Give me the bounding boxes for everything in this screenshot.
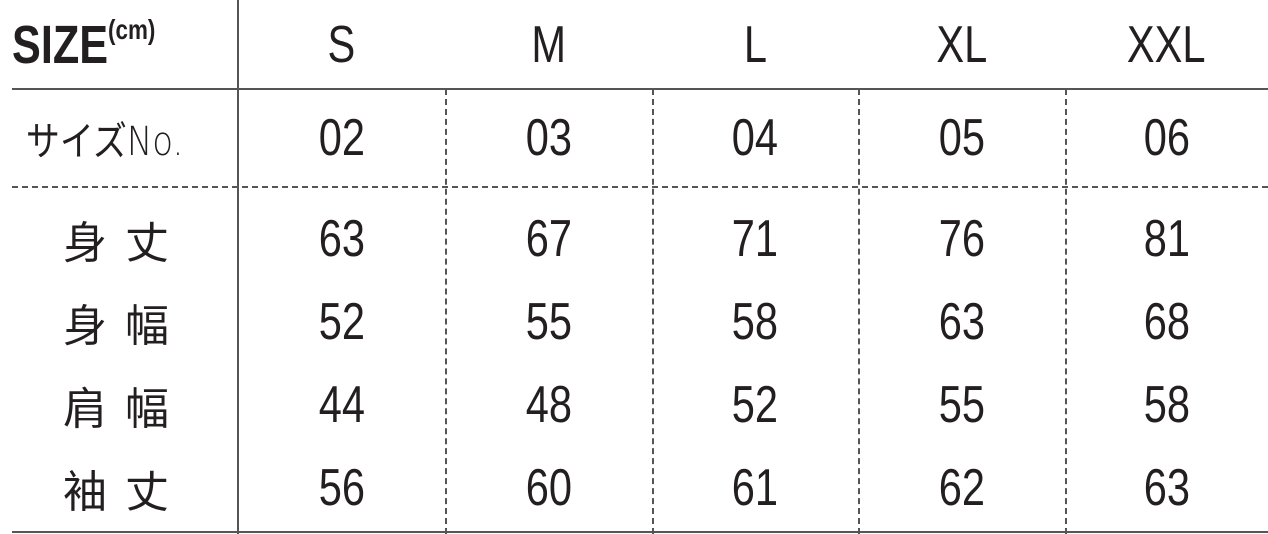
table-cell: 55 (445, 280, 652, 363)
cell-value: 63 (318, 209, 365, 268)
table-cell: 63 (1065, 446, 1268, 529)
table-cell: 63 (858, 280, 1065, 363)
cell-value: 58 (731, 292, 779, 351)
size-header-m: M (445, 0, 652, 89)
size-header-xl: XL (858, 0, 1065, 89)
table-cell: 58 (1065, 363, 1268, 446)
table-cell: 68 (1065, 280, 1268, 363)
table-cell: 56 (238, 446, 445, 529)
table-cell: 60 (445, 446, 652, 529)
size-header-s: S (238, 0, 445, 89)
row-divider-dashed (12, 186, 1268, 188)
size-unit: (cm) (108, 13, 156, 45)
size-header-l: L (652, 0, 858, 89)
cell-value: 58 (1143, 375, 1190, 434)
cell-value: 68 (1143, 292, 1190, 351)
cell-value: 63 (938, 292, 985, 351)
table-cell: 55 (858, 363, 1065, 446)
table-cell: 71 (652, 197, 858, 280)
row-label-text: 肩幅 (63, 383, 187, 435)
table-cell: 04 (652, 89, 858, 187)
column-divider-dashed (1065, 89, 1067, 534)
cell-value: 44 (318, 375, 365, 434)
cell-value: 60 (525, 458, 572, 517)
size-header-text: S (327, 15, 356, 74)
cell-value: 52 (731, 375, 779, 434)
cell-value: 61 (731, 458, 779, 517)
size-header-xxl: XXL (1065, 0, 1268, 89)
row-label: サイズNo. (12, 89, 238, 187)
row-label: 袖丈 (12, 446, 238, 529)
size-title-text: SIZE (12, 14, 109, 75)
label-column-divider (237, 0, 239, 534)
cell-value: 81 (1143, 209, 1190, 268)
column-divider-dashed (858, 89, 860, 534)
row-label: 身幅 (12, 280, 238, 363)
cell-value: 62 (938, 458, 985, 517)
column-divider-dashed (652, 89, 654, 534)
table-cell: 81 (1065, 197, 1268, 280)
cell-value: 55 (525, 292, 572, 351)
row-label-text: 袖丈 (63, 466, 187, 518)
table-cell: 63 (238, 197, 445, 280)
table-cell: 02 (238, 89, 445, 187)
table-cell: 62 (858, 446, 1065, 529)
row-label: 肩幅 (12, 363, 238, 446)
size-header-label: SIZE(cm) (12, 0, 238, 89)
row-label-text: サイズNo. (25, 119, 184, 165)
cell-value: 52 (318, 292, 365, 351)
header-divider (12, 88, 1268, 90)
row-label-text: 身丈 (63, 217, 187, 269)
cell-value: 56 (318, 458, 365, 517)
table-cell: 58 (652, 280, 858, 363)
cell-value: 05 (938, 109, 985, 167)
cell-value: 63 (1143, 458, 1190, 517)
size-header-text: L (743, 15, 767, 74)
table-cell: 52 (238, 280, 445, 363)
cell-value: 71 (731, 209, 779, 268)
row-label: 身丈 (12, 197, 238, 280)
cell-value: 55 (938, 375, 985, 434)
table-cell: 52 (652, 363, 858, 446)
cell-value: 03 (525, 109, 572, 167)
table-cell: 61 (652, 446, 858, 529)
size-header-text: XXL (1127, 15, 1206, 74)
size-header-text: XL (936, 15, 987, 74)
table-cell: 44 (238, 363, 445, 446)
bottom-border (12, 531, 1268, 533)
table-cell: 05 (858, 89, 1065, 187)
table-cell: 06 (1065, 89, 1268, 187)
table-cell: 03 (445, 89, 652, 187)
cell-value: 02 (318, 109, 365, 167)
size-header-text: M (531, 15, 566, 74)
cell-value: 76 (938, 209, 985, 268)
row-label-text: 身幅 (63, 300, 187, 352)
cell-value: 04 (731, 109, 779, 167)
table-cell: 76 (858, 197, 1065, 280)
cell-value: 48 (525, 375, 572, 434)
cell-value: 67 (525, 209, 572, 268)
table-cell: 67 (445, 197, 652, 280)
column-divider-dashed (445, 89, 447, 534)
size-title: SIZE(cm) (12, 14, 155, 76)
cell-value: 06 (1143, 109, 1190, 167)
table-cell: 48 (445, 363, 652, 446)
